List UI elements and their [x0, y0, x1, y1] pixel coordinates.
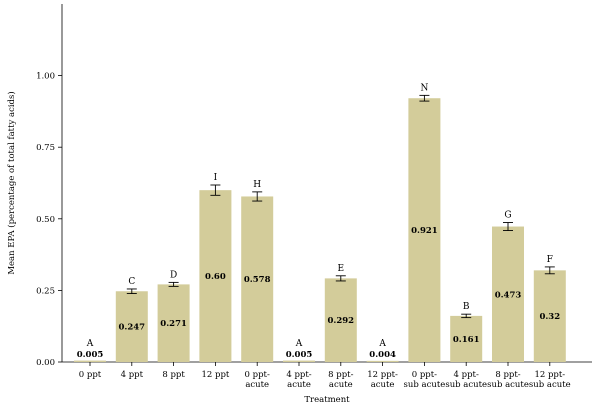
y-tick-label: 0.00: [36, 358, 55, 368]
bar: [199, 190, 232, 362]
x-tick-label: 12 ppt-: [534, 370, 565, 380]
y-tick-label: 0.50: [36, 215, 55, 225]
significance-letter: E: [338, 264, 345, 274]
x-tick-label: 4 ppt-: [454, 370, 479, 380]
y-axis-title: Mean EPA (percentage of total fatty acid…: [6, 91, 17, 274]
significance-letter: A: [86, 339, 94, 349]
x-tick-label: 4 ppt: [121, 370, 144, 380]
data-label: 0.292: [327, 316, 354, 326]
x-tick-label: sub acute: [404, 380, 446, 390]
x-tick-label: 0 ppt-: [412, 370, 437, 380]
data-label: 0.271: [160, 319, 187, 329]
data-label: 0.60: [205, 272, 226, 282]
data-label: 0.004: [369, 350, 396, 360]
bar: [241, 196, 274, 362]
bar: [450, 315, 483, 362]
significance-letter: B: [463, 302, 470, 312]
significance-letter: D: [170, 270, 177, 280]
x-tick-label: 0 ppt-: [245, 370, 270, 380]
x-tick-label: sub acute: [487, 380, 529, 390]
x-tick-label: 8 ppt-: [495, 370, 520, 380]
data-label: 0.005: [286, 350, 313, 360]
x-tick-label: sub acute: [529, 380, 571, 390]
significance-letter: F: [547, 255, 553, 265]
significance-letter: A: [378, 339, 386, 349]
data-label: 0.161: [453, 335, 480, 345]
significance-letter: I: [214, 173, 218, 183]
bar: [324, 278, 357, 362]
data-label: 0.247: [118, 323, 145, 333]
x-tick-label: 4 ppt-: [286, 370, 311, 380]
significance-letter: N: [420, 83, 428, 93]
x-tick-label: acute: [329, 380, 353, 390]
data-label: 0.005: [77, 350, 104, 360]
significance-letter: A: [295, 339, 303, 349]
significance-letter: G: [504, 211, 511, 221]
y-tick-label: 0.75: [36, 143, 55, 153]
bar: [74, 360, 106, 362]
bar: [283, 360, 315, 362]
bar: [366, 360, 399, 362]
x-tick-label: sub acute: [445, 380, 487, 390]
significance-letter: C: [128, 277, 135, 287]
bar: [408, 98, 441, 363]
x-tick-label: 0 ppt: [79, 370, 102, 380]
x-axis-title: Treatment: [304, 395, 350, 404]
y-tick-label: 1.00: [36, 72, 55, 82]
data-label: 0.32: [539, 312, 560, 322]
significance-letter: H: [253, 180, 261, 190]
data-label: 0.473: [495, 290, 522, 300]
x-tick-label: 12 ppt: [201, 370, 229, 380]
bar: [533, 270, 566, 362]
bar: [115, 291, 148, 362]
y-tick-label: 0.25: [36, 286, 55, 296]
x-tick-label: acute: [371, 380, 395, 390]
x-tick-label: acute: [245, 380, 269, 390]
bar: [157, 284, 190, 362]
x-tick-label: 12 ppt-: [367, 370, 398, 380]
x-tick-label: 8 ppt-: [328, 370, 353, 380]
bar: [492, 226, 524, 362]
data-label: 0.578: [244, 275, 271, 285]
x-tick-label: 8 ppt: [162, 370, 185, 380]
x-tick-label: acute: [287, 380, 311, 390]
data-label: 0.921: [411, 226, 438, 236]
